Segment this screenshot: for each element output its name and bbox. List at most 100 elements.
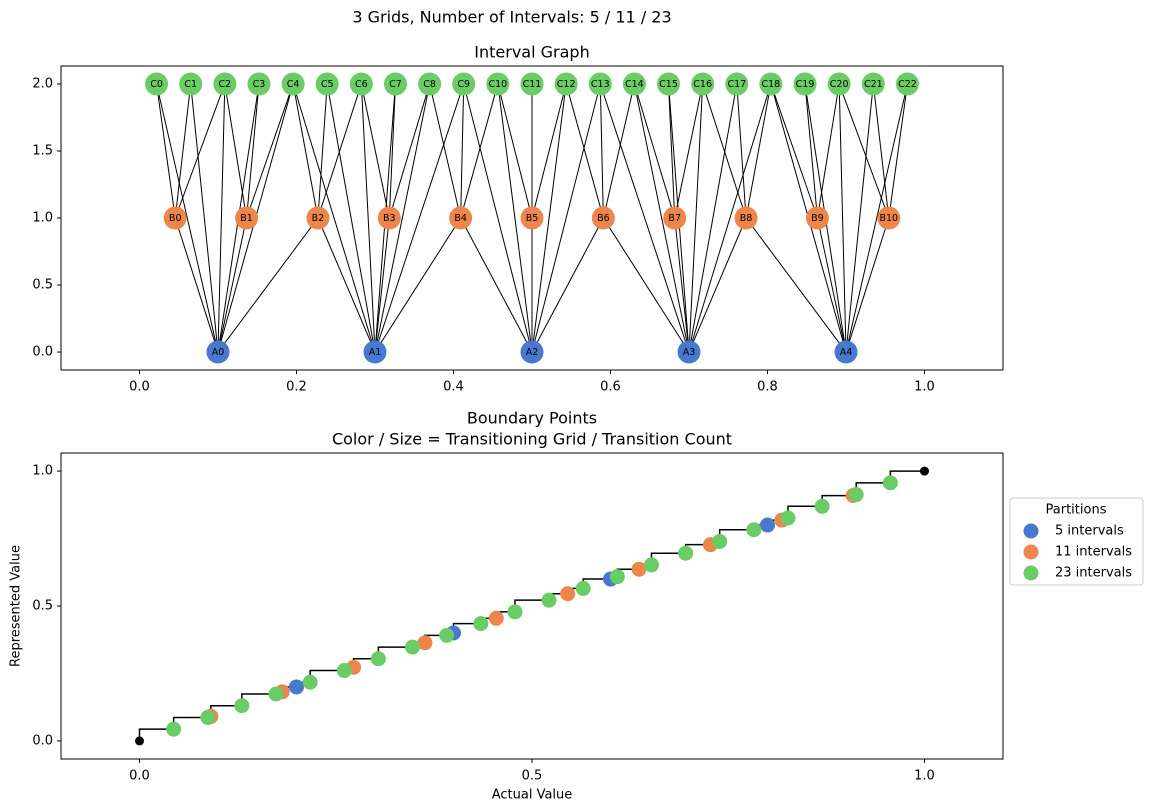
node bbox=[520, 72, 544, 96]
edge bbox=[292, 83, 319, 219]
y-tick-label: 0.5 bbox=[32, 599, 53, 614]
edge bbox=[688, 217, 747, 353]
edge bbox=[845, 83, 874, 353]
node-label: C7 bbox=[389, 79, 402, 90]
node-label: B8 bbox=[740, 213, 753, 224]
x-tick-label: 0.2 bbox=[286, 380, 307, 395]
node-label: A0 bbox=[212, 347, 225, 358]
node bbox=[554, 72, 578, 96]
node bbox=[520, 340, 544, 364]
edge bbox=[224, 83, 248, 219]
node bbox=[591, 206, 615, 230]
edge bbox=[388, 83, 431, 219]
edge bbox=[602, 83, 635, 219]
node bbox=[793, 72, 817, 96]
boundary-point bbox=[417, 635, 433, 651]
node bbox=[145, 72, 169, 96]
node bbox=[834, 340, 858, 364]
boundary-point bbox=[166, 721, 182, 737]
node bbox=[235, 206, 259, 230]
y-tick-label: 1.0 bbox=[32, 464, 53, 479]
edge bbox=[633, 83, 676, 219]
node-label: C16 bbox=[693, 79, 712, 90]
edge bbox=[174, 83, 226, 219]
x-tick-label: 1.0 bbox=[914, 769, 935, 784]
node-label: B9 bbox=[811, 213, 824, 224]
node-label: C10 bbox=[488, 79, 507, 90]
node-label: C12 bbox=[557, 79, 576, 90]
node bbox=[827, 72, 851, 96]
boundary-point bbox=[200, 709, 216, 725]
edge bbox=[599, 83, 604, 219]
edge bbox=[770, 83, 818, 219]
node bbox=[383, 72, 407, 96]
edge bbox=[360, 83, 390, 219]
node-label: B5 bbox=[526, 213, 539, 224]
edge bbox=[531, 83, 567, 219]
node-label: C14 bbox=[625, 79, 644, 90]
node bbox=[877, 206, 901, 230]
node-label: C19 bbox=[796, 79, 815, 90]
boundary-point bbox=[488, 610, 504, 626]
node-label: A4 bbox=[840, 347, 853, 358]
edge bbox=[745, 217, 847, 353]
boundary-point bbox=[575, 580, 591, 596]
node bbox=[418, 72, 442, 96]
x-tick-label: 0.6 bbox=[600, 380, 621, 395]
boundary-point bbox=[780, 510, 796, 526]
edge bbox=[174, 83, 192, 219]
legend-box bbox=[1009, 497, 1144, 586]
suptitle: 3 Grids, Number of Intervals: 5 / 11 / 2… bbox=[352, 8, 671, 27]
x-tick-label: 0.8 bbox=[757, 380, 778, 395]
legend-marker bbox=[1023, 565, 1039, 581]
node bbox=[179, 72, 203, 96]
node bbox=[588, 72, 612, 96]
edge bbox=[745, 83, 772, 219]
node-label: B10 bbox=[879, 213, 898, 224]
boundary-point bbox=[678, 545, 694, 561]
node-label: B7 bbox=[668, 213, 681, 224]
edge bbox=[838, 83, 847, 353]
edge bbox=[246, 83, 294, 219]
x-axis-label: Actual Value bbox=[492, 788, 573, 803]
y-tick-label: 0.0 bbox=[32, 345, 53, 360]
step-line bbox=[138, 470, 925, 741]
endpoint bbox=[135, 736, 144, 746]
edge bbox=[838, 83, 890, 219]
boundary-point bbox=[746, 522, 762, 538]
node-label: C21 bbox=[864, 79, 883, 90]
boundary-point bbox=[712, 533, 728, 549]
edge bbox=[674, 217, 690, 353]
boundary-point bbox=[848, 487, 864, 503]
edge bbox=[460, 83, 499, 219]
edge bbox=[460, 83, 465, 219]
node bbox=[725, 72, 749, 96]
node-label: C22 bbox=[898, 79, 917, 90]
node-label: C11 bbox=[523, 79, 542, 90]
chart-title: Interval Graph bbox=[474, 43, 589, 62]
boundary-point bbox=[609, 569, 625, 585]
edge bbox=[804, 83, 818, 219]
chart-title: Boundary Points bbox=[467, 409, 597, 428]
node bbox=[213, 72, 237, 96]
node-label: C18 bbox=[762, 79, 781, 90]
node bbox=[663, 206, 687, 230]
boundary-point bbox=[760, 517, 775, 533]
node bbox=[247, 72, 271, 96]
edge bbox=[374, 83, 431, 353]
x-tick-label: 0.0 bbox=[129, 380, 150, 395]
node bbox=[306, 206, 330, 230]
y-axis-label: Represented Value bbox=[9, 545, 24, 667]
node-label: A2 bbox=[526, 347, 539, 358]
edge bbox=[317, 83, 328, 219]
node-label: C2 bbox=[218, 79, 231, 90]
edge bbox=[317, 217, 376, 353]
edge bbox=[816, 217, 847, 353]
edge bbox=[531, 83, 601, 353]
edge bbox=[374, 217, 390, 353]
x-tick-label: 0.0 bbox=[129, 769, 150, 784]
boundary-point bbox=[405, 639, 421, 655]
node bbox=[163, 206, 187, 230]
node-label: C1 bbox=[184, 79, 197, 90]
boundary-point bbox=[336, 663, 352, 679]
